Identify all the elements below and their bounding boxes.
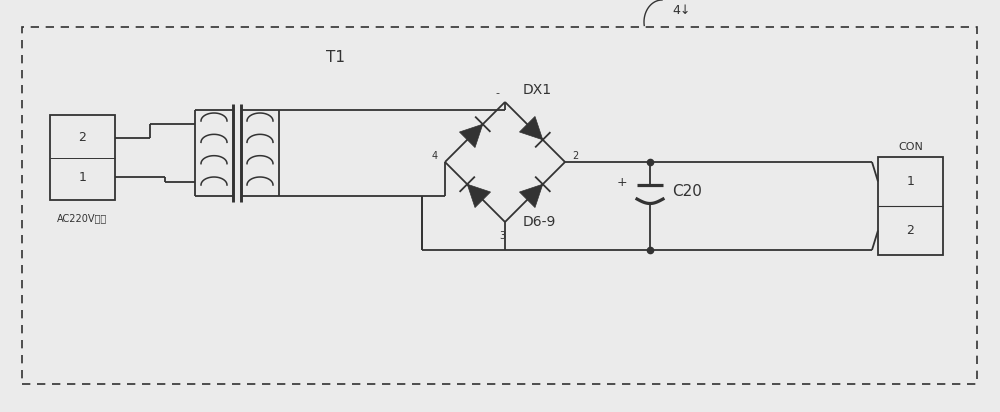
Text: 2: 2 xyxy=(907,224,914,237)
Bar xyxy=(878,157,943,255)
Text: 3: 3 xyxy=(499,231,505,241)
Text: D6-9: D6-9 xyxy=(523,215,556,229)
Text: 1: 1 xyxy=(79,171,86,184)
Bar xyxy=(50,115,115,200)
Polygon shape xyxy=(467,184,491,208)
Text: 4: 4 xyxy=(432,151,438,161)
Bar xyxy=(22,27,977,384)
Polygon shape xyxy=(519,184,543,208)
Text: CON: CON xyxy=(898,142,923,152)
Text: 2: 2 xyxy=(572,151,578,161)
Text: 4↓: 4↓ xyxy=(672,3,690,16)
Polygon shape xyxy=(519,117,543,140)
Polygon shape xyxy=(459,124,483,147)
Text: AC220V输入: AC220V输入 xyxy=(57,213,108,223)
Text: T1: T1 xyxy=(326,49,345,65)
Text: DX1: DX1 xyxy=(523,83,552,97)
Text: C20: C20 xyxy=(672,185,702,199)
Text: -: - xyxy=(495,88,499,98)
Text: 1: 1 xyxy=(907,175,914,188)
Text: +: + xyxy=(616,176,627,190)
Text: 2: 2 xyxy=(79,131,86,145)
